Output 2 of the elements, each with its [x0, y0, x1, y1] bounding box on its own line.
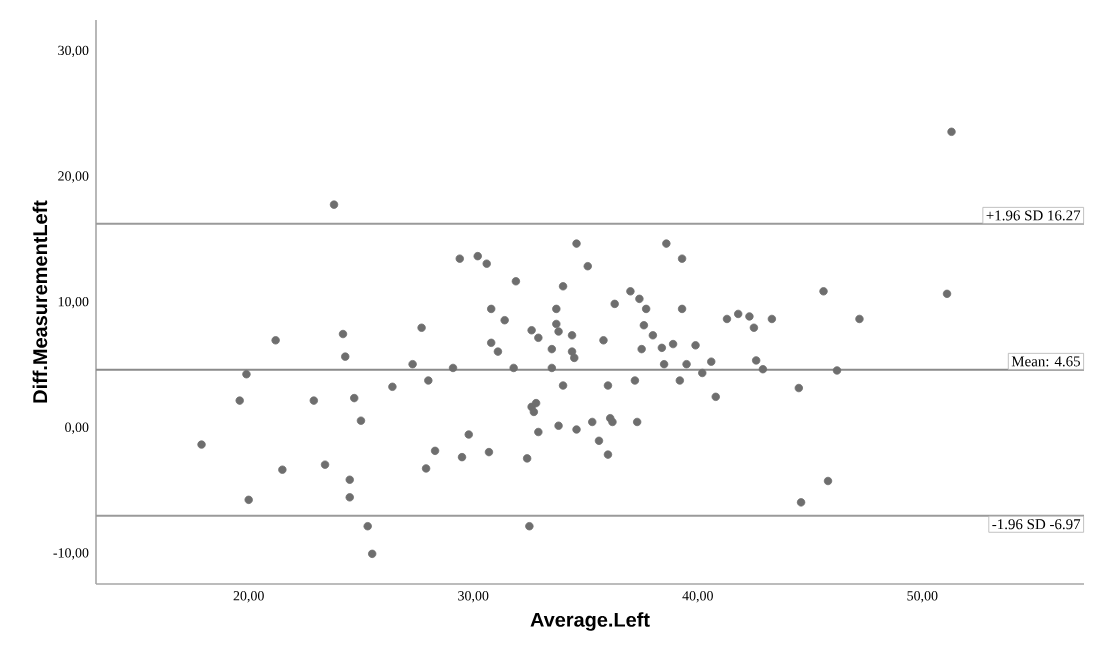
y-axis-title: Diff.MeasurementLeft	[32, 200, 48, 403]
x-axis-title: Average.Left	[530, 612, 650, 631]
